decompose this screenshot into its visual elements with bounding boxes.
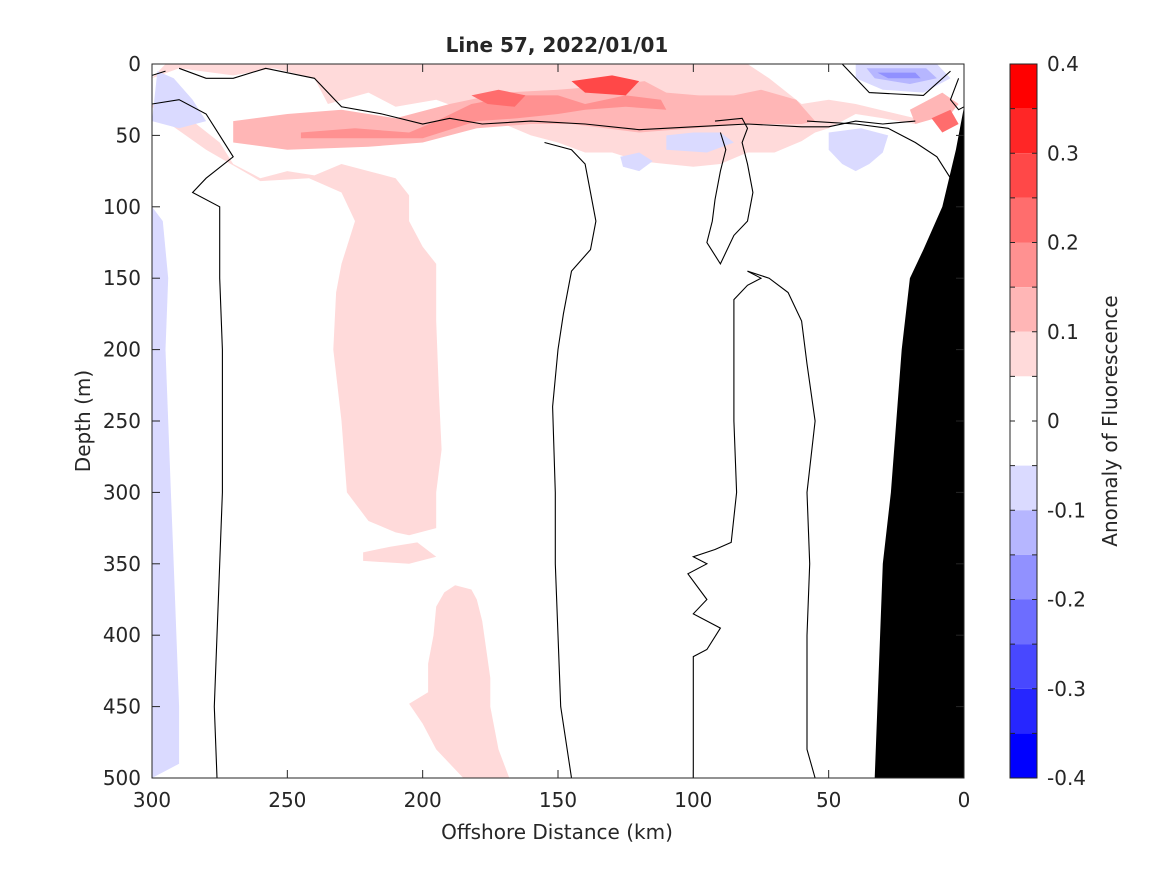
y-tick-label: 200	[103, 338, 141, 362]
zero-contour-5	[747, 270, 816, 778]
x-tick-label: 50	[816, 788, 841, 812]
zero-contour-0	[152, 99, 234, 778]
colorbar-tick-label: 0	[1047, 409, 1060, 433]
y-tick-label: 50	[116, 123, 141, 147]
colorbar-swatch-3	[1010, 197, 1037, 243]
anomaly-region-5	[300, 95, 667, 139]
y-tick-label: 0	[128, 52, 141, 76]
anomaly-region-13	[666, 132, 734, 153]
zero-contour-4	[687, 270, 763, 778]
zero-contour-2	[544, 141, 597, 778]
colorbar-tick-label: -0.3	[1047, 677, 1086, 701]
colorbar-swatch-12	[1010, 599, 1037, 645]
anomaly-region-4	[909, 92, 959, 124]
colorbar-tick-label: 0.4	[1047, 52, 1079, 76]
chart-title: Line 57, 2022/01/01	[446, 33, 669, 57]
y-tick-label: 450	[103, 695, 141, 719]
zero-contour-8	[806, 120, 951, 179]
colorbar-swatch-4	[1010, 242, 1037, 288]
x-tick-label: 200	[404, 788, 442, 812]
zero-contour-9	[152, 70, 166, 76]
y-tick-label: 400	[103, 623, 141, 647]
zero-contour-7	[841, 64, 951, 96]
colorbar-swatch-8	[1010, 421, 1037, 466]
anomaly-region-7	[571, 75, 640, 96]
colorbar-swatch-14	[1010, 688, 1037, 734]
x-axis-label: Offshore Distance (km)	[441, 820, 673, 844]
anomaly-region-1	[363, 542, 437, 564]
colorbar-swatch-6	[1010, 331, 1037, 377]
colorbar-tick-label: -0.2	[1047, 588, 1086, 612]
x-tick-label: 250	[268, 788, 306, 812]
colorbar: 0.4 0.3 0.2 0.1 0 -0.1 -0.2 -0.3 -0.4	[1009, 52, 1086, 790]
anomaly-region-12	[877, 72, 921, 79]
anomaly-region-8	[931, 109, 959, 133]
colorbar-swatch-0	[1010, 64, 1037, 109]
y-tick-label: 300	[103, 480, 141, 504]
y-tick-label: 150	[103, 266, 141, 290]
anomaly-region-14	[828, 128, 889, 172]
axes: 300 250 200 150 100 50 00501001502002503003504…	[103, 52, 971, 812]
colorbar-swatch-7	[1010, 376, 1037, 421]
zero-contour-1	[178, 67, 916, 131]
colorbar-swatch-1	[1010, 108, 1037, 154]
colorbar-swatch-5	[1010, 287, 1037, 332]
y-tick-label: 250	[103, 409, 141, 433]
colorbar-tick-label: 0.1	[1047, 320, 1079, 344]
y-tick-label: 500	[103, 766, 141, 790]
anomaly-region-15	[620, 152, 653, 172]
colorbar-label: Anomaly of Fluorescence	[1098, 295, 1122, 546]
y-tick-label: 350	[103, 552, 141, 576]
colorbar-tick-label: -0.4	[1047, 766, 1086, 790]
x-tick-label: 150	[539, 788, 577, 812]
anomaly-region-6	[471, 89, 526, 107]
colorbar-tick-label: 0.3	[1047, 141, 1079, 165]
colorbar-tick-label: 0.2	[1047, 231, 1079, 255]
zero-contour-6	[949, 78, 964, 111]
zero-contour-3	[706, 117, 754, 266]
colorbar-swatch-10	[1010, 510, 1037, 555]
anomaly-region-2	[409, 585, 510, 778]
x-tick-label: 0	[958, 788, 971, 812]
colorbar-swatch-9	[1010, 465, 1037, 511]
x-tick-label: 100	[674, 788, 712, 812]
y-axis-label: Depth (m)	[71, 370, 95, 472]
colorbar-tick-label: -0.1	[1047, 498, 1086, 522]
x-tick-label: 300	[133, 788, 171, 812]
seafloor-bathymetry	[874, 106, 964, 778]
colorbar-swatch-13	[1010, 644, 1037, 689]
y-tick-label: 100	[103, 195, 141, 219]
plot-background	[152, 64, 964, 778]
colorbar-swatch-11	[1010, 554, 1037, 600]
colorbar-swatch-15	[1010, 733, 1037, 778]
colorbar-swatch-2	[1010, 153, 1037, 198]
anomaly-region-0	[152, 64, 916, 536]
plot-area	[152, 64, 964, 778]
